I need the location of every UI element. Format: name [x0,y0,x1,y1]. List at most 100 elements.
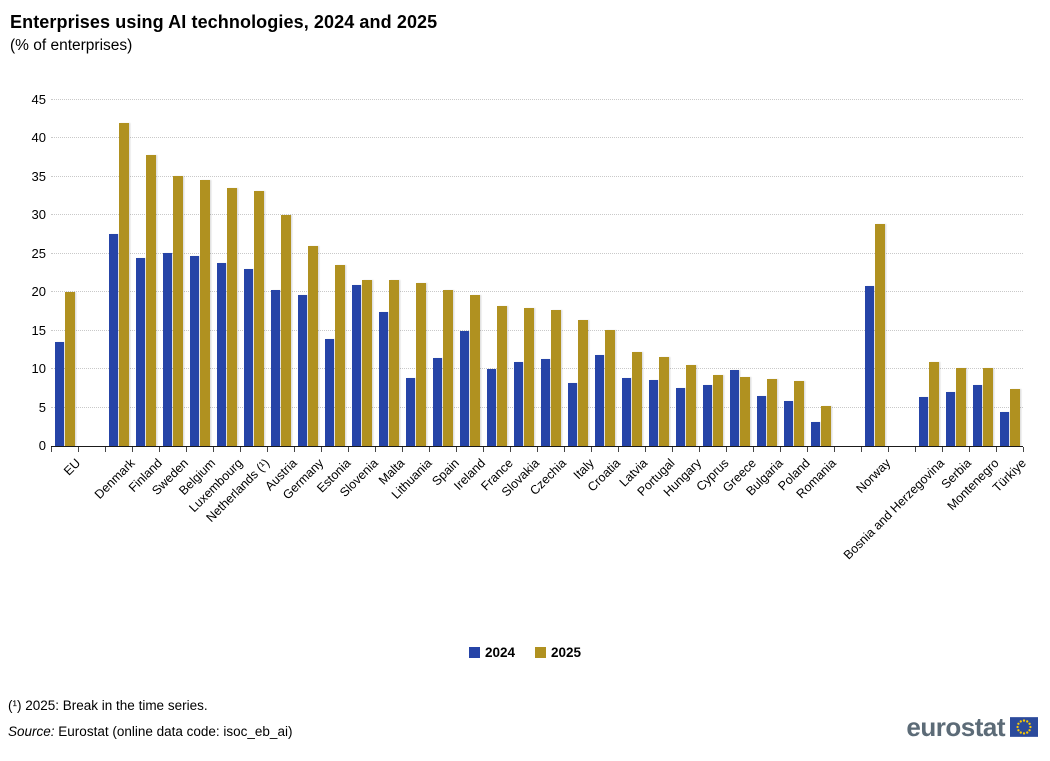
bar-2025-Portugal [659,356,669,446]
y-tick-label-40: 40 [31,130,46,146]
bar-2024-Germany [297,294,307,446]
bar-2025-Ireland [470,295,480,446]
source-note: Source: Eurostat (online data code: isoc… [8,724,292,739]
legend-swatch-2025 [535,647,546,658]
bar-2025-Finland [146,154,156,446]
bar-2025-Cyprus [713,374,723,446]
bar-2025-Croatia [605,329,615,446]
x-tick [752,447,754,452]
bar-2024-Romania [810,422,820,446]
gridline-45 [51,99,1023,100]
x-tick [158,447,160,452]
bar-2025-Greece [740,376,750,446]
bar-2025-Netherlands [254,190,264,446]
x-tick [887,447,889,452]
x-label-EU: EU [61,456,84,479]
eurostat-logo: eurostat [906,714,1038,740]
x-tick [590,447,592,452]
eu-flag-icon [1010,717,1038,737]
bar-2024-Latvia [621,378,631,446]
bar-2024-Greece [729,369,739,446]
y-tick-label-15: 15 [31,322,46,338]
bar-2025-Poland [794,381,804,446]
legend: 2024 2025 [0,645,1050,660]
y-tick-label-25: 25 [31,245,46,261]
bar-2024-Bosnia-and-Herzegovina [918,396,928,446]
bar-2025-Montenegro [983,368,993,446]
x-tick [941,447,943,452]
bar-2025-Italy [578,319,588,446]
bar-2025-Sweden [173,176,183,446]
bar-2024-Estonia [324,339,334,446]
x-tick [833,447,835,452]
x-tick [725,447,727,452]
bar-2025-Bosnia-and-Herzegovina [929,362,939,446]
x-tick [968,447,970,452]
x-tick [455,447,457,452]
y-axis: 0 5 10 15 20 25 30 35 40 45 [0,0,46,470]
x-tick [536,447,538,452]
x-tick [77,447,79,452]
x-tick [212,447,214,452]
bar-2025-Estonia [335,265,345,446]
bar-2024-Finland [135,258,145,446]
bar-2025-Germany [308,246,318,446]
bar-2025-Lithuania [416,283,426,446]
eurostat-logo-text: eurostat [906,712,1005,742]
x-tick [698,447,700,452]
x-tick [509,447,511,452]
bar-2024-Ireland [459,331,469,446]
legend-label-2025: 2025 [551,645,582,660]
x-tick [1022,447,1024,452]
y-tick-label-10: 10 [31,361,46,377]
bar-2025-Austria [281,215,291,446]
x-tick [293,447,295,452]
source-text: Eurostat (online data code: isoc_eb_ai) [58,724,293,739]
x-tick [185,447,187,452]
bar-2025-Denmark [119,123,129,446]
bar-2025-Malta [389,279,399,446]
x-tick [239,447,241,452]
bar-2024-Luxembourg [216,263,226,446]
bar-2024-Denmark [108,233,118,446]
gridline-20 [51,291,1023,293]
bar-2024-Sweden [162,253,172,446]
bar-2024-Poland [783,400,793,446]
x-tick [806,447,808,452]
bar-2025-France [497,306,507,446]
bar-2025-Serbia [956,367,966,446]
bar-2025-Luxembourg [227,187,237,446]
bar-2024-Bulgaria [756,396,766,446]
bar-2024-Belgium [189,256,199,446]
bar-2024-Hungary [675,388,685,446]
bar-2025-Belgium [200,179,210,446]
footnote-break-in-series: (¹) 2025: Break in the time series. [8,698,208,713]
bar-2024-Serbia [945,392,955,446]
bar-2024-Czechia [540,359,550,446]
x-tick [995,447,997,452]
legend-swatch-2024 [468,647,480,658]
y-tick-label-20: 20 [31,284,46,300]
bar-2024-Malta [378,312,388,446]
bar-2024-Slovenia [351,284,361,446]
bar-2024-T-rkiye [999,412,1009,446]
x-tick [671,447,673,452]
gridline-25 [51,252,1023,254]
bar-2024-Croatia [594,355,604,446]
x-tick [104,447,106,452]
legend-item-2024: 2024 [468,645,515,660]
gridline-40 [51,137,1023,139]
x-tick [563,447,565,452]
x-tick [914,447,916,452]
x-tick [428,447,430,452]
x-tick [347,447,349,452]
bar-2024-Austria [270,289,280,446]
bar-2024-France [486,369,496,446]
y-tick-label-5: 5 [38,399,46,415]
bar-2025-Latvia [632,352,642,446]
x-axis: EU Denmark Finland Sweden Belgium Luxembourg N… [50,447,1028,652]
bar-2025-Spain [443,289,453,446]
bar-2024-Netherlands [243,269,253,446]
x-tick [401,447,403,452]
